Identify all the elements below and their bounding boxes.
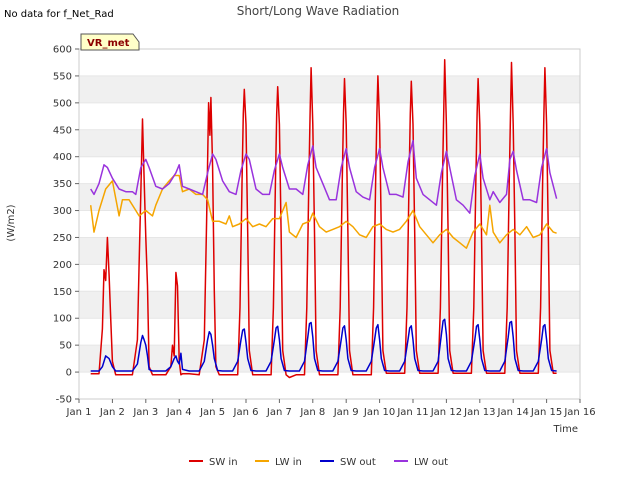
grid-band xyxy=(79,129,580,157)
y-axis: -50 0 50 100 150 200 250 300 350 400 450 500 550 600 xyxy=(53,45,79,406)
y-tick-label: 50 xyxy=(59,341,72,352)
grid-band xyxy=(79,237,580,265)
grid-bands xyxy=(79,48,580,400)
x-tick-label: Jan 12 xyxy=(430,407,462,418)
x-tick-label: Jan 4 xyxy=(166,407,192,418)
y-tick-label: 600 xyxy=(53,45,72,56)
grid-band xyxy=(79,264,580,292)
x-tick-label: Jan 8 xyxy=(299,407,325,418)
grid-band xyxy=(79,291,580,319)
x-tick-label: Jan 10 xyxy=(363,407,395,418)
series-line-sw-in xyxy=(90,59,557,379)
series-layer xyxy=(89,59,558,379)
x-tick-label: Jan 9 xyxy=(333,407,359,418)
series-line-sw-out xyxy=(90,318,557,372)
y-tick-label: 0 xyxy=(66,368,72,379)
plot-area xyxy=(78,48,581,400)
badge-label: VR_met xyxy=(87,38,130,49)
plot-border xyxy=(78,48,581,400)
grid-band xyxy=(79,210,580,238)
x-tick-label: Jan 11 xyxy=(396,407,428,418)
x-tick-label: Jan 6 xyxy=(233,407,259,418)
no-data-note: No data for f_Net_Rad xyxy=(4,9,114,20)
y-tick-label: -50 xyxy=(56,395,72,406)
y-tick-label: 350 xyxy=(53,179,72,190)
y-axis-label: (W/m2) xyxy=(6,204,17,241)
x-tick-label: Jan 15 xyxy=(530,407,562,418)
y-tick-label: 400 xyxy=(53,152,72,163)
x-tick-label: Jan 7 xyxy=(266,407,292,418)
x-tick-label: Jan 1 xyxy=(66,407,92,418)
legend-label: LW in xyxy=(275,457,302,468)
grid-band xyxy=(79,318,580,346)
x-tick-label: Jan 14 xyxy=(497,407,529,418)
y-tick-label: 500 xyxy=(53,98,72,109)
grid-band xyxy=(79,345,580,373)
legend: SW in LW in SW out LW out xyxy=(189,457,448,468)
grid-band xyxy=(79,156,580,184)
series-line-lw-in xyxy=(89,174,557,249)
y-tick-label: 100 xyxy=(53,314,72,325)
x-axis-label: Time xyxy=(553,424,578,435)
y-tick-label: 250 xyxy=(53,233,72,244)
x-tick-label: Jan 13 xyxy=(463,407,495,418)
x-tick-label: Jan 3 xyxy=(132,407,158,418)
x-axis: Jan 1 Jan 2 Jan 3 Jan 4 Jan 5 Jan 6 Jan 7 Jan 8… xyxy=(66,399,596,418)
grid-band xyxy=(79,102,580,130)
vr-met-badge: VR_met xyxy=(80,33,140,51)
x-tick-label: Jan 5 xyxy=(199,407,225,418)
series-line-lw-out xyxy=(90,139,558,214)
chart-title: Short/Long Wave Radiation xyxy=(237,4,400,18)
badge-background xyxy=(80,33,140,51)
y-tick-label: 200 xyxy=(53,260,72,271)
grid-band xyxy=(79,372,580,399)
legend-label: LW out xyxy=(414,457,448,468)
y-tick-label: 450 xyxy=(53,125,72,136)
grid-band xyxy=(79,75,580,103)
legend-label: SW in xyxy=(209,457,238,468)
y-tick-label: 150 xyxy=(53,287,72,298)
x-tick-label: Jan 16 xyxy=(563,407,595,418)
y-tick-label: 550 xyxy=(53,71,72,82)
y-tick-label: 300 xyxy=(53,206,72,217)
x-tick-label: Jan 2 xyxy=(99,407,125,418)
legend-label: SW out xyxy=(340,457,376,468)
grid-band xyxy=(79,49,580,76)
